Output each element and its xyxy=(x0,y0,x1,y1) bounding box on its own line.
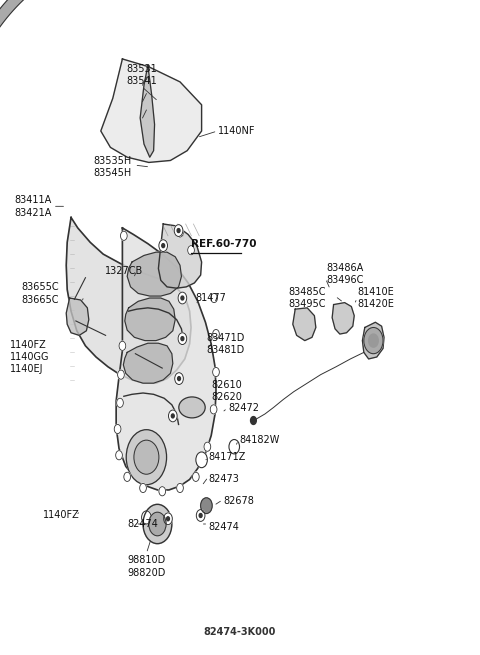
Polygon shape xyxy=(293,308,316,341)
Text: 1140FZ
1140GG
1140EJ: 1140FZ 1140GG 1140EJ xyxy=(10,339,49,375)
Text: 82610
82620: 82610 82620 xyxy=(211,380,242,402)
Text: REF.60-770: REF.60-770 xyxy=(191,238,256,249)
Circle shape xyxy=(178,377,180,381)
Text: 84171Z: 84171Z xyxy=(209,452,246,462)
Circle shape xyxy=(140,483,146,493)
Text: 83531
83541: 83531 83541 xyxy=(126,64,157,86)
Text: 98810D
98820D: 98810D 98820D xyxy=(127,555,166,578)
Circle shape xyxy=(196,452,207,468)
Circle shape xyxy=(171,414,174,418)
Text: 83535H
83545H: 83535H 83545H xyxy=(94,156,132,178)
Circle shape xyxy=(192,472,199,481)
Text: 84182W: 84182W xyxy=(239,435,279,445)
Circle shape xyxy=(159,240,168,252)
Circle shape xyxy=(213,329,219,339)
Polygon shape xyxy=(0,0,92,318)
Polygon shape xyxy=(127,252,181,296)
Polygon shape xyxy=(123,343,173,383)
Circle shape xyxy=(124,472,131,481)
Circle shape xyxy=(120,231,127,240)
Circle shape xyxy=(213,367,219,377)
Circle shape xyxy=(204,442,211,451)
Circle shape xyxy=(201,498,212,514)
Text: 83655C
83665C: 83655C 83665C xyxy=(22,282,59,305)
Polygon shape xyxy=(140,66,155,157)
Circle shape xyxy=(177,228,183,237)
Circle shape xyxy=(167,517,169,521)
Circle shape xyxy=(199,514,202,517)
Circle shape xyxy=(177,229,180,233)
Circle shape xyxy=(168,410,177,422)
Text: 82474: 82474 xyxy=(209,522,240,533)
Circle shape xyxy=(175,373,183,384)
Circle shape xyxy=(229,440,240,454)
Circle shape xyxy=(181,296,184,300)
Circle shape xyxy=(369,334,378,347)
Circle shape xyxy=(143,504,172,544)
Text: 83485C
83495C: 83485C 83495C xyxy=(288,287,325,309)
Circle shape xyxy=(181,337,184,341)
Circle shape xyxy=(116,451,122,460)
Text: 83486A
83496C: 83486A 83496C xyxy=(326,263,364,285)
Circle shape xyxy=(142,511,151,524)
Polygon shape xyxy=(101,59,202,162)
Polygon shape xyxy=(125,298,175,341)
Circle shape xyxy=(114,424,121,434)
Circle shape xyxy=(117,398,123,407)
Circle shape xyxy=(188,246,194,255)
Circle shape xyxy=(177,483,183,493)
Text: 83471D
83481D: 83471D 83481D xyxy=(206,333,245,355)
Circle shape xyxy=(178,333,187,345)
Ellipse shape xyxy=(179,397,205,418)
Circle shape xyxy=(196,510,205,521)
Circle shape xyxy=(210,405,217,414)
Text: 81477: 81477 xyxy=(196,293,227,303)
Text: 82474-3K000: 82474-3K000 xyxy=(204,627,276,637)
Circle shape xyxy=(126,430,167,485)
Polygon shape xyxy=(332,303,354,334)
Polygon shape xyxy=(116,228,216,490)
Text: 81410E
81420E: 81410E 81420E xyxy=(358,287,395,309)
Text: 82472: 82472 xyxy=(228,403,259,413)
Polygon shape xyxy=(66,298,89,335)
Circle shape xyxy=(174,225,183,236)
Polygon shape xyxy=(66,217,191,383)
Circle shape xyxy=(364,328,383,354)
Circle shape xyxy=(164,513,172,525)
Circle shape xyxy=(162,244,165,248)
Polygon shape xyxy=(158,224,202,288)
Text: 82473: 82473 xyxy=(209,474,240,485)
Text: 1327CB: 1327CB xyxy=(105,265,143,276)
Text: 82678: 82678 xyxy=(223,496,254,506)
Circle shape xyxy=(118,370,124,379)
Circle shape xyxy=(251,417,256,424)
Circle shape xyxy=(178,292,187,304)
Text: 1140NF: 1140NF xyxy=(218,126,256,136)
Circle shape xyxy=(211,293,217,303)
Circle shape xyxy=(119,341,126,350)
Polygon shape xyxy=(362,322,384,359)
Circle shape xyxy=(149,512,166,536)
Circle shape xyxy=(159,487,166,496)
Text: 1140FZ: 1140FZ xyxy=(43,510,80,521)
Text: 82474: 82474 xyxy=(127,519,158,529)
Circle shape xyxy=(134,440,159,474)
Text: 83411A
83421A: 83411A 83421A xyxy=(14,195,52,217)
